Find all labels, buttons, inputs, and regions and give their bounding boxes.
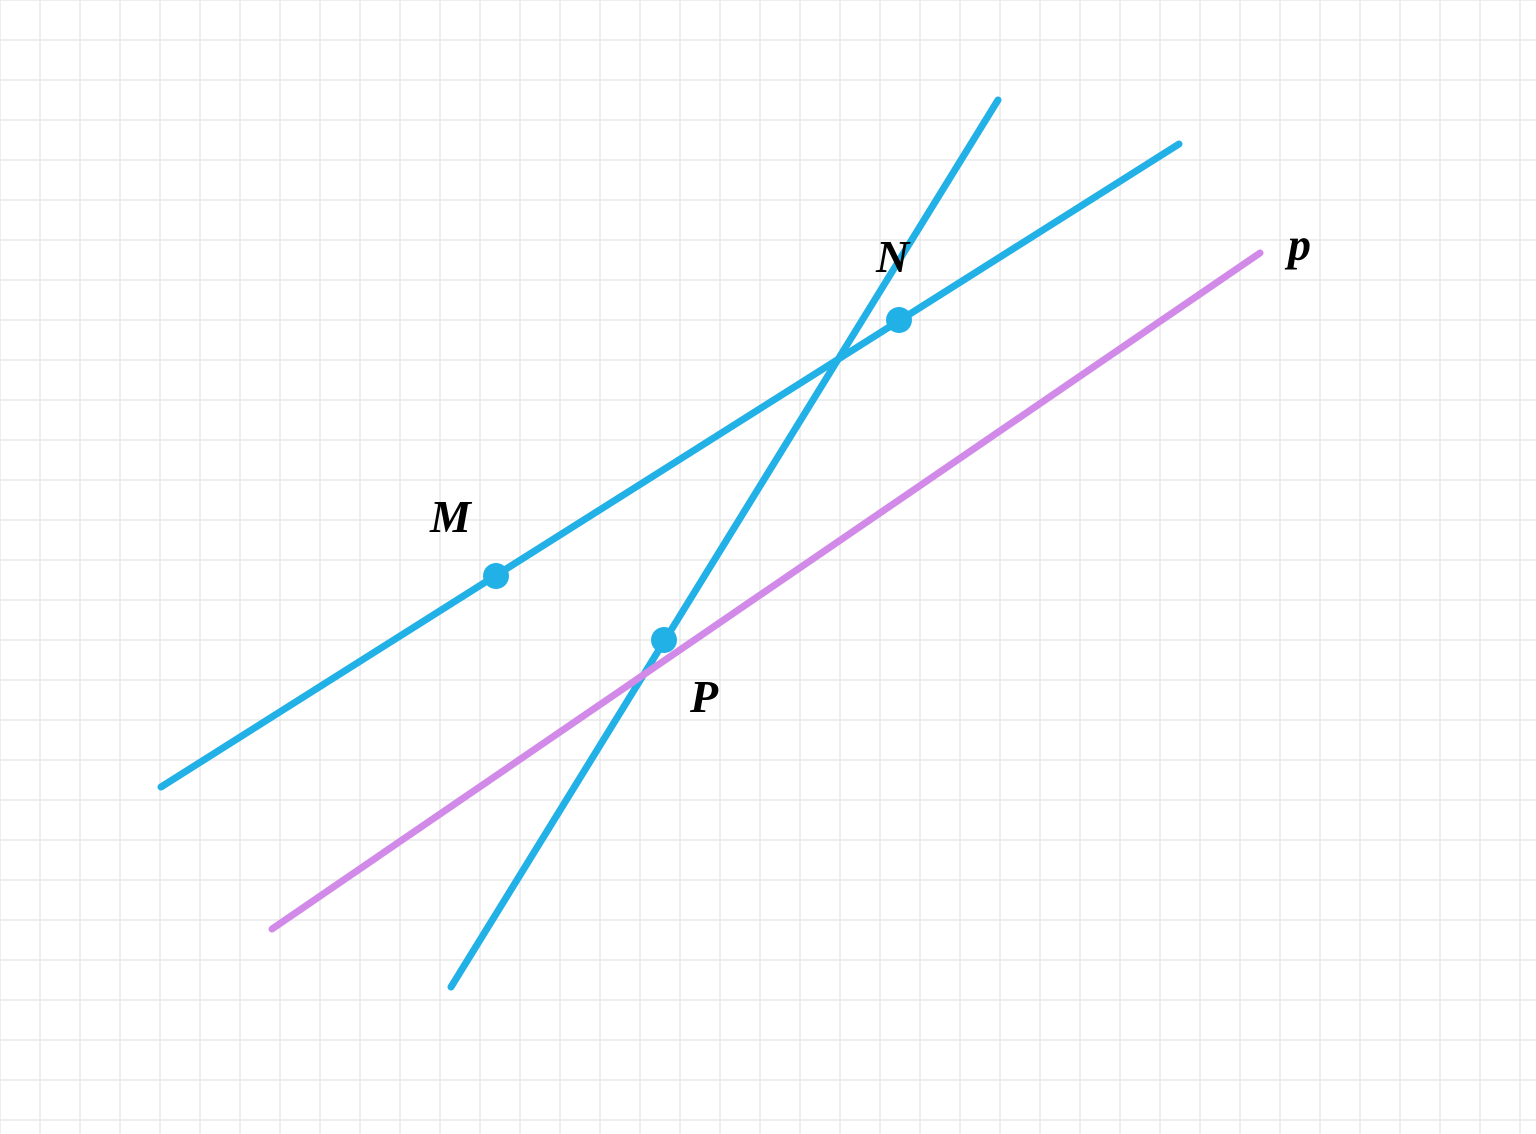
label-N: N [876, 230, 909, 283]
diagram-svg [0, 0, 1536, 1134]
point-N [886, 307, 912, 333]
grid-layer [0, 0, 1536, 1134]
label-P: P [690, 670, 718, 723]
line-p [272, 253, 1260, 929]
point-M [483, 563, 509, 589]
label-M: M [430, 490, 471, 543]
line-NP [451, 100, 998, 987]
point-P [651, 627, 677, 653]
lines-layer [161, 100, 1260, 987]
geometry-diagram: M N Pp [0, 0, 1536, 1134]
label-p: p [1288, 218, 1311, 271]
